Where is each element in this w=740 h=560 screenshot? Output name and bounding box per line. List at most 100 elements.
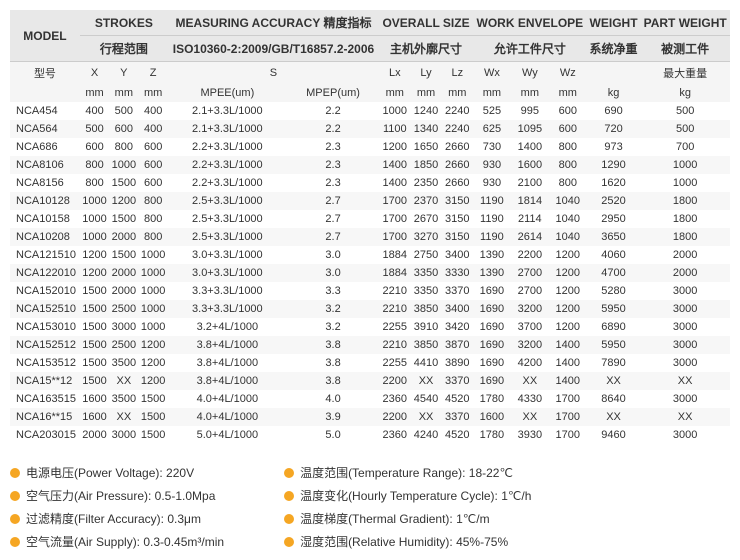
cell: NCA454 (10, 102, 80, 120)
unit-kg2: kg (640, 84, 730, 102)
cell: 4330 (511, 390, 549, 408)
cell: NCA10208 (10, 228, 80, 246)
spec-item: 空气压力(Air Pressure): 0.5-1.0Mpa (10, 487, 224, 504)
cell: 3000 (640, 318, 730, 336)
cell: 3000 (640, 282, 730, 300)
cell: 1600 (473, 408, 511, 426)
cell: 2000 (640, 246, 730, 264)
cell: 525 (473, 102, 511, 120)
spec-item: 电源电压(Power Voltage): 220V (10, 464, 224, 481)
cell: 1700 (549, 408, 587, 426)
cell: 2750 (410, 246, 441, 264)
cell: 1200 (549, 300, 587, 318)
table-row: NCA2030152000300015005.0+4L/10005.023604… (10, 426, 730, 444)
col-strokes: STROKES (80, 10, 168, 36)
cell: 3870 (442, 336, 473, 354)
cell: 1690 (473, 336, 511, 354)
cell: 2200 (379, 372, 410, 390)
cell: 1700 (379, 210, 410, 228)
cell: 1500 (80, 372, 109, 390)
cell: 600 (80, 138, 109, 156)
cell: 1340 (410, 120, 441, 138)
table-row: NCA1635151600350015004.0+4L/10004.023604… (10, 390, 730, 408)
cell: 4060 (587, 246, 641, 264)
table-row: NCA15**121500XX12003.8+4L/10003.82200XX3… (10, 372, 730, 390)
cell: 2360 (379, 390, 410, 408)
cell: 2670 (410, 210, 441, 228)
cell: NCA121510 (10, 246, 80, 264)
cell: 2210 (379, 300, 410, 318)
sub-z: Z (138, 62, 167, 85)
cell: 1700 (549, 390, 587, 408)
unit-mm2: mm (109, 84, 138, 102)
cell: 3150 (442, 192, 473, 210)
cell: 1000 (138, 318, 167, 336)
cell: 2700 (511, 282, 549, 300)
cell: XX (410, 408, 441, 426)
cell: XX (109, 372, 138, 390)
cell: 720 (587, 120, 641, 138)
cell: 625 (473, 120, 511, 138)
cell: 2660 (442, 174, 473, 192)
table-row: NCA1535121500350012003.8+4L/10003.822554… (10, 354, 730, 372)
cell: 2000 (640, 264, 730, 282)
cell: 3.0 (287, 264, 379, 282)
cell: 2.5+3.3L/1000 (168, 228, 287, 246)
unit-mm8: mm (511, 84, 549, 102)
cell: 1800 (640, 210, 730, 228)
sub-s: S (168, 62, 379, 85)
cell: 973 (587, 138, 641, 156)
sub-lx: Lx (379, 62, 410, 85)
spec-item: 温度梯度(Thermal Gradient): 1℃/m (284, 510, 531, 527)
cell: 2000 (109, 264, 138, 282)
cell: 1500 (109, 174, 138, 192)
cell: 3500 (109, 354, 138, 372)
cell: 1095 (511, 120, 549, 138)
spec-text: 湿度范围(Relative Humidity): 45%-75% (300, 533, 508, 550)
cell: 600 (138, 138, 167, 156)
header-row-4: mm mm mm MPEE(um) MPEP(um) mm mm mm mm m… (10, 84, 730, 102)
cell: 1500 (80, 354, 109, 372)
cell: 4240 (410, 426, 441, 444)
cell: 800 (138, 192, 167, 210)
cell: 5950 (587, 300, 641, 318)
header-row-3: 型号 X Y Z S Lx Ly Lz Wx Wy Wz 最大重量 (10, 62, 730, 85)
cell: 2370 (410, 192, 441, 210)
cell: 3.8 (287, 372, 379, 390)
cell: 2500 (109, 336, 138, 354)
cell: 3850 (410, 300, 441, 318)
spec-text: 空气压力(Air Pressure): 0.5-1.0Mpa (26, 487, 215, 504)
cell: 3000 (640, 354, 730, 372)
cell: 1200 (549, 282, 587, 300)
cell: 3.9 (287, 408, 379, 426)
unit-mm6: mm (442, 84, 473, 102)
cell: 1190 (473, 192, 511, 210)
cell: 1500 (138, 390, 167, 408)
table-row: NCA16**151600XX15004.0+4L/10003.92200XX3… (10, 408, 730, 426)
cell: 1500 (80, 282, 109, 300)
cell: 7890 (587, 354, 641, 372)
cell: 5.0 (287, 426, 379, 444)
cell: 600 (138, 156, 167, 174)
cell: 600 (138, 174, 167, 192)
cell: 2.5+3.3L/1000 (168, 210, 287, 228)
cell: NCA8156 (10, 174, 80, 192)
cell: 1200 (80, 264, 109, 282)
cell: 3400 (442, 300, 473, 318)
cell: 1780 (473, 390, 511, 408)
sub-maxwt: 最大重量 (640, 62, 730, 85)
cell: 1800 (640, 228, 730, 246)
cell: 2614 (511, 228, 549, 246)
cell: XX (109, 408, 138, 426)
bullet-icon (284, 514, 294, 524)
cell: 1400 (379, 156, 410, 174)
col-accuracy: MEASURING ACCURACY 精度指标 (168, 10, 379, 36)
cell: 2000 (109, 282, 138, 300)
cell: 1650 (410, 138, 441, 156)
cell: 500 (80, 120, 109, 138)
spec-text: 温度变化(Hourly Temperature Cycle): 1℃/h (300, 487, 531, 504)
cell: 3.0+3.3L/1000 (168, 246, 287, 264)
cell: 1200 (138, 336, 167, 354)
cell: 1500 (109, 210, 138, 228)
sub-y: Y (109, 62, 138, 85)
